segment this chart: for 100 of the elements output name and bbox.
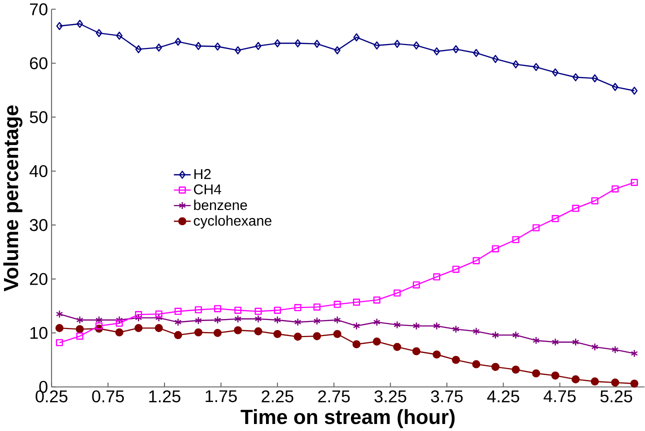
x-tick-label: 1.25 [149,390,180,402]
point [413,41,420,50]
y-tick-label: 50 [30,110,48,123]
point [76,316,84,324]
point [352,340,361,348]
point [492,54,499,63]
point [612,185,619,192]
point [412,347,420,356]
point [333,330,342,338]
point [512,330,520,339]
point [452,356,460,364]
point [55,324,64,332]
point [294,304,302,311]
point [472,360,480,368]
point [590,377,599,386]
x-tick-label: 5.25 [600,390,632,402]
point [433,322,440,330]
point [532,369,540,378]
point [274,316,282,324]
point [412,322,420,330]
legend-label: benzene [194,199,247,210]
point [234,314,242,323]
point [334,316,341,324]
point [532,62,540,71]
point [214,328,222,337]
point [254,327,262,336]
point [76,20,83,28]
y-tick-label: 10 [30,326,48,339]
point [492,330,500,339]
point [313,316,321,325]
x-tick-label: 3.25 [374,390,406,402]
legend-label: H2 [194,168,211,179]
point [491,362,500,371]
x-tick-label: 0.75 [92,390,124,402]
point [374,41,380,50]
point [115,328,124,336]
point [156,43,162,52]
point [512,236,520,243]
y-tick-label: 20 [30,272,48,285]
point [572,73,579,82]
point [254,314,262,323]
point [56,338,64,346]
point [273,330,282,338]
y-tick-label: 40 [30,164,48,177]
point [512,60,519,68]
point [611,378,620,386]
point [394,320,401,329]
point [194,328,202,336]
point [591,197,598,204]
point [312,332,322,340]
point [551,371,560,380]
point [393,342,402,351]
point [294,39,301,48]
point [214,316,222,324]
point [255,42,262,50]
point [254,308,262,315]
point [572,204,580,212]
point [194,316,202,324]
point [214,304,222,312]
y-tick-label: 70 [30,3,48,16]
point [532,336,540,344]
legend-label: CH4 [194,184,222,194]
point [373,296,380,304]
point [76,332,84,340]
point [492,245,499,252]
point [432,350,441,358]
y-tick-label: 60 [30,57,48,70]
point [155,314,162,322]
point [572,375,580,384]
point [532,224,540,232]
point [174,37,182,46]
x-tick-label: 2.75 [318,390,350,402]
point [412,281,420,288]
point [116,31,122,40]
point [630,178,638,186]
point [552,338,559,346]
point [394,289,401,296]
point [394,40,400,48]
point [334,300,341,308]
point [95,322,103,330]
point [116,319,123,327]
point [572,338,580,346]
point [434,47,440,56]
point [452,324,460,333]
x-axis-title: Time on stream (hour) [240,408,455,428]
x-tick-label: 2.25 [262,390,294,402]
x-tick-label: 1.75 [206,390,237,402]
point [294,318,302,326]
point [472,256,480,264]
point [214,42,221,50]
point [592,74,598,82]
point [612,82,618,91]
point [372,337,381,346]
point [294,332,302,341]
point [76,324,84,333]
point [134,324,143,332]
point [630,379,638,388]
point [56,310,64,318]
y-axis-title: Volume percentage [3,105,22,292]
point [512,365,520,374]
